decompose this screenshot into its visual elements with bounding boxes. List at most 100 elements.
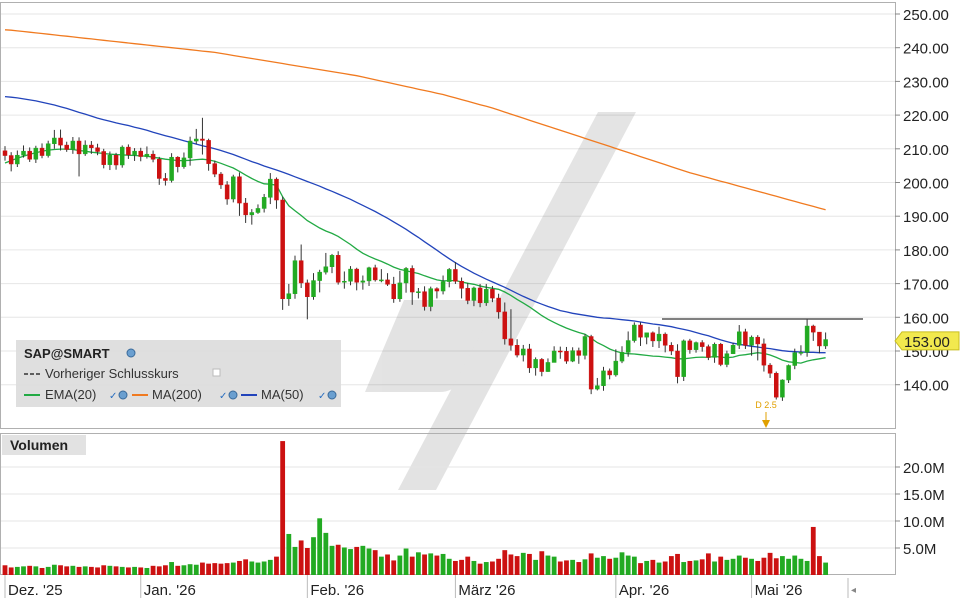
volume-bar[interactable] [786, 558, 791, 575]
volume-bar[interactable] [385, 554, 390, 575]
candle[interactable] [113, 152, 119, 170]
legend-ema-label[interactable]: EMA(20) [45, 387, 96, 402]
candle[interactable] [428, 286, 433, 312]
volume-bar[interactable] [144, 567, 150, 575]
legend-prev-close-checkbox[interactable] [212, 368, 221, 377]
candle[interactable] [268, 173, 273, 205]
candle[interactable] [484, 283, 489, 306]
volume-bar[interactable] [440, 553, 446, 575]
candle[interactable] [70, 137, 76, 154]
volume-bar[interactable] [230, 562, 236, 575]
candle[interactable] [218, 172, 224, 189]
legend-ema-settings-icon[interactable] [118, 390, 128, 400]
volume-bar[interactable] [409, 556, 415, 575]
volume-bar[interactable] [736, 555, 742, 575]
volume-bar[interactable] [169, 562, 174, 575]
candle[interactable] [545, 358, 551, 372]
candle[interactable] [82, 140, 88, 156]
candle[interactable] [743, 328, 748, 349]
volume-bar[interactable] [14, 566, 20, 575]
volume-bar[interactable] [76, 566, 82, 575]
candle[interactable] [274, 177, 279, 209]
candle[interactable] [718, 342, 723, 367]
candle[interactable] [656, 326, 662, 348]
candle[interactable] [693, 341, 699, 353]
volume-bar[interactable] [51, 564, 57, 575]
volume-bar[interactable] [557, 561, 563, 576]
volume-bar[interactable] [650, 559, 656, 575]
volume-bar[interactable] [132, 566, 137, 575]
volume-bar[interactable] [823, 562, 829, 575]
volume-bar[interactable] [619, 552, 625, 575]
legend-ma50-check-icon[interactable]: ✓ [318, 391, 326, 402]
volume-bar[interactable] [798, 558, 804, 575]
volume-bar[interactable] [594, 557, 600, 575]
candle[interactable] [138, 147, 143, 162]
dividend-label[interactable]: D 2.5 [755, 400, 777, 410]
candle[interactable] [613, 349, 619, 377]
candle[interactable] [817, 331, 822, 354]
candle[interactable] [780, 379, 785, 401]
volume-bar[interactable] [187, 564, 193, 575]
candle[interactable] [107, 151, 113, 171]
volume-bar[interactable] [372, 550, 378, 575]
volume-bar[interactable] [95, 567, 100, 575]
candle[interactable] [471, 286, 477, 307]
candle[interactable] [774, 371, 779, 400]
volume-bar[interactable] [761, 557, 767, 575]
volume-bar[interactable] [329, 545, 335, 575]
candle[interactable] [206, 138, 211, 171]
volume-bar[interactable] [576, 562, 582, 575]
candle[interactable] [45, 140, 51, 158]
candle[interactable] [619, 346, 625, 364]
volume-bar[interactable] [237, 560, 242, 575]
candle[interactable] [280, 196, 285, 310]
volume-bar[interactable] [88, 566, 94, 575]
volume-bar[interactable] [570, 559, 576, 575]
candle[interactable] [477, 283, 483, 308]
candle[interactable] [625, 331, 631, 357]
volume-bar[interactable] [119, 566, 125, 575]
candle[interactable] [539, 358, 545, 377]
candle[interactable] [391, 276, 396, 303]
candle[interactable] [298, 244, 304, 288]
candle[interactable] [508, 309, 514, 351]
volume-bar[interactable] [804, 560, 810, 575]
volume-bar[interactable] [514, 556, 520, 575]
volume-bar[interactable] [27, 565, 33, 575]
candle[interactable] [379, 269, 384, 283]
volume-bar[interactable] [675, 553, 680, 575]
volume-bar[interactable] [354, 546, 360, 575]
candle[interactable] [440, 275, 446, 295]
volume-bar[interactable] [175, 565, 181, 575]
candle[interactable] [570, 347, 575, 363]
candle[interactable] [416, 287, 421, 299]
volume-bar[interactable] [82, 566, 88, 575]
candle[interactable] [311, 273, 316, 300]
volume-bar[interactable] [261, 561, 267, 576]
volume-bar[interactable] [218, 563, 224, 575]
volume-bar[interactable] [749, 558, 754, 575]
candle[interactable] [317, 269, 322, 293]
volume-bar[interactable] [126, 567, 131, 575]
candle[interactable] [305, 279, 310, 320]
volume-bar[interactable] [712, 561, 717, 576]
candle[interactable] [15, 150, 20, 167]
legend-ema-check-icon[interactable]: ✓ [109, 391, 117, 402]
volume-bar[interactable] [780, 556, 785, 575]
legend-symbol-settings-icon[interactable] [126, 348, 136, 358]
candle[interactable] [249, 209, 255, 225]
volume-bar[interactable] [70, 565, 76, 575]
volume-bar[interactable] [668, 556, 674, 575]
candle[interactable] [736, 325, 742, 349]
candle[interactable] [89, 141, 94, 154]
volume-bar[interactable] [490, 561, 495, 576]
volume-bar[interactable] [317, 518, 323, 575]
volume-bar[interactable] [249, 561, 255, 576]
volume-bar[interactable] [724, 559, 730, 575]
volume-bar[interactable] [810, 526, 816, 575]
legend-prev-close-label[interactable]: Vorheriger Schlusskurs [45, 366, 179, 381]
candle[interactable] [8, 152, 14, 172]
volume-bar[interactable] [792, 555, 798, 575]
candle[interactable] [119, 145, 125, 168]
